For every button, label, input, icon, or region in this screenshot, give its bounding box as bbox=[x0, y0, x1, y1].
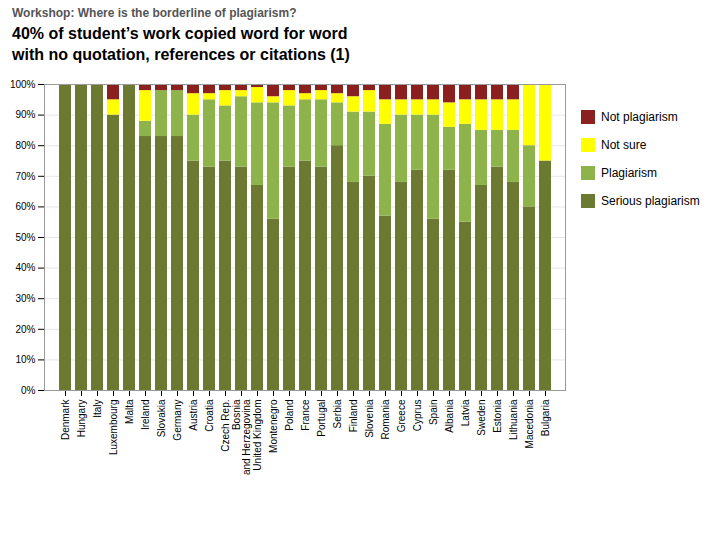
html-text:Serious plagiarism: Serious plagiarism bbox=[601, 193, 700, 208]
svg-text:Hungary: Hungary bbox=[76, 399, 87, 437]
svg-text:Bosniaand Herzegovina: Bosniaand Herzegovina bbox=[231, 399, 252, 475]
svg-text:Portugal: Portugal bbox=[316, 399, 327, 436]
svg-text:France: France bbox=[300, 399, 311, 431]
svg-text:60%: 60% bbox=[15, 201, 35, 212]
svg-text:Czech Rep.: Czech Rep. bbox=[220, 399, 231, 451]
svg-text:Romania: Romania bbox=[380, 399, 391, 439]
svg-text:80%: 80% bbox=[15, 139, 35, 150]
svg-text:Albania: Albania bbox=[444, 399, 455, 433]
svg-text:Macedonia: Macedonia bbox=[524, 399, 535, 448]
svg-text:20%: 20% bbox=[15, 323, 35, 334]
svg-text:40%: 40% bbox=[15, 262, 35, 273]
svg-text:10%: 10% bbox=[15, 354, 35, 365]
html-text:Not plagiarism: Not plagiarism bbox=[601, 109, 678, 124]
svg-text:Cyprus: Cyprus bbox=[412, 399, 423, 431]
svg-text:90%: 90% bbox=[15, 109, 35, 120]
svg-text:Finland: Finland bbox=[348, 399, 359, 432]
svg-text:100%: 100% bbox=[10, 78, 36, 89]
svg-text:Sweden: Sweden bbox=[476, 399, 487, 435]
svg-text:Greece: Greece bbox=[396, 399, 407, 432]
svg-text:Croatia: Croatia bbox=[204, 399, 215, 432]
svg-text:Bulgaria: Bulgaria bbox=[540, 399, 551, 436]
svg-text:Malta: Malta bbox=[124, 399, 135, 424]
svg-text:0%: 0% bbox=[21, 384, 36, 395]
svg-text:30%: 30% bbox=[15, 292, 35, 303]
svg-text:Poland: Poland bbox=[284, 399, 295, 430]
html-text:Workshop: Where is the borderl: Workshop: Where is the borderline of pla… bbox=[12, 6, 297, 20]
svg-text:Luxembourg: Luxembourg bbox=[108, 399, 119, 455]
svg-text:Germany: Germany bbox=[172, 399, 183, 440]
svg-text:50%: 50% bbox=[15, 231, 35, 242]
html-text:40% of student’s work copied w: 40% of student’s work copied word for wo… bbox=[12, 25, 350, 63]
svg-text:Ireland: Ireland bbox=[140, 399, 151, 430]
svg-text:Estonia: Estonia bbox=[492, 399, 503, 433]
svg-text:United Kingdom: United Kingdom bbox=[252, 399, 263, 470]
svg-text:Serbia: Serbia bbox=[332, 399, 343, 428]
svg-text:Lithuania: Lithuania bbox=[508, 399, 519, 440]
html-text:Not sure: Not sure bbox=[601, 137, 647, 152]
svg-text:Italy: Italy bbox=[92, 399, 103, 417]
svg-text:Montenegro: Montenegro bbox=[268, 399, 279, 453]
svg-text:70%: 70% bbox=[15, 170, 35, 181]
svg-text:Slovakia: Slovakia bbox=[156, 399, 167, 437]
svg-text:Slovenia: Slovenia bbox=[364, 399, 375, 438]
svg-text:Spain: Spain bbox=[428, 399, 439, 425]
svg-text:Denmark: Denmark bbox=[60, 398, 71, 440]
svg-text:Austria: Austria bbox=[188, 399, 199, 431]
html-text:Plagiarism: Plagiarism bbox=[601, 165, 657, 180]
svg-text:Latvia: Latvia bbox=[460, 399, 471, 426]
